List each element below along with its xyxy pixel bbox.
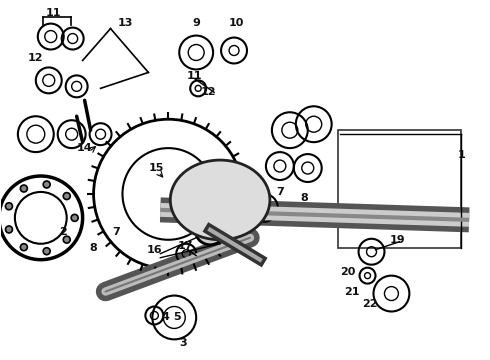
Text: 6: 6 — [232, 201, 240, 211]
Text: 19: 19 — [390, 235, 405, 245]
Circle shape — [21, 244, 27, 251]
Text: 18: 18 — [254, 187, 270, 197]
Text: 17: 17 — [177, 241, 193, 251]
Text: 14: 14 — [77, 143, 93, 153]
Text: 11: 11 — [187, 71, 202, 81]
Circle shape — [71, 214, 78, 221]
Text: 7: 7 — [113, 227, 121, 237]
Text: 15: 15 — [148, 163, 164, 173]
Circle shape — [63, 193, 70, 199]
Text: 13: 13 — [118, 18, 133, 28]
Text: 16: 16 — [147, 245, 162, 255]
Circle shape — [195, 215, 225, 245]
Text: 10: 10 — [228, 18, 244, 28]
Circle shape — [63, 236, 70, 243]
Text: 11: 11 — [46, 8, 61, 18]
Ellipse shape — [171, 160, 270, 240]
Text: 3: 3 — [179, 338, 187, 348]
Circle shape — [5, 203, 12, 210]
Text: 8: 8 — [300, 193, 308, 203]
Text: 22: 22 — [362, 298, 377, 309]
Text: 7: 7 — [276, 187, 284, 197]
Text: 1: 1 — [457, 150, 465, 160]
Text: 2: 2 — [59, 227, 67, 237]
Text: 8: 8 — [90, 243, 98, 253]
Text: 12: 12 — [200, 87, 216, 97]
Circle shape — [21, 185, 27, 192]
Text: 20: 20 — [340, 267, 355, 276]
Bar — [338, 130, 461, 248]
Circle shape — [5, 226, 12, 233]
Text: 5: 5 — [173, 312, 181, 323]
Text: 4: 4 — [161, 312, 169, 323]
Text: 21: 21 — [344, 287, 359, 297]
Circle shape — [43, 248, 50, 255]
Text: 12: 12 — [28, 54, 44, 63]
Circle shape — [43, 181, 50, 188]
Text: 9: 9 — [192, 18, 200, 28]
